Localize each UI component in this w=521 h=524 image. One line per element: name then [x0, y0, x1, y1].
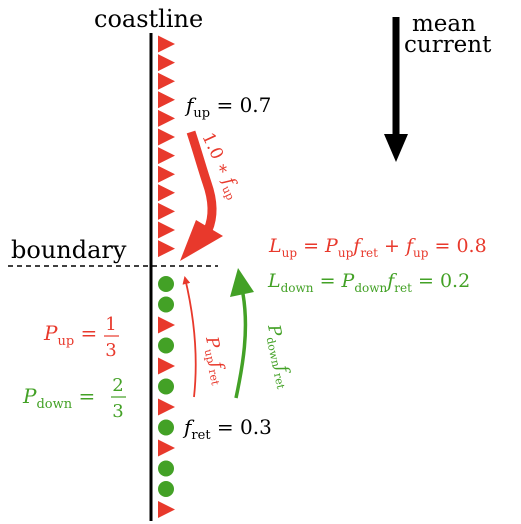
coast-triangle-marker — [158, 35, 175, 53]
boundary-label: boundary — [11, 236, 127, 264]
red-return-arrow-label: Pupfret — [199, 334, 231, 387]
svg-text:3: 3 — [105, 340, 116, 361]
p-up-fraction: Pup = 1 3 — [43, 314, 119, 361]
coast-triangle-marker — [158, 501, 175, 518]
l-up-equation: Lup = Pupfret + fup = 0.8 — [268, 235, 487, 260]
coast-circle-marker — [158, 460, 174, 477]
coast-circle-marker — [158, 419, 174, 436]
coast-triangle-marker — [158, 165, 175, 183]
f-ret-value: fret = 0.3 — [182, 415, 272, 443]
coast-triangle-marker — [158, 240, 175, 258]
f-up-value: fup = 0.7 — [184, 93, 271, 121]
coast-circle-marker — [158, 296, 174, 313]
green-return-arrow-label: Pdownfret — [261, 322, 296, 391]
svg-text:Pup =: Pup = — [43, 321, 97, 349]
coast-triangle-marker — [158, 439, 175, 457]
coast-triangle-marker — [158, 184, 175, 202]
coast-circle-marker — [158, 481, 174, 497]
coast-triangle-marker — [158, 221, 175, 239]
coast-triangle-marker — [158, 202, 175, 220]
svg-text:3: 3 — [112, 401, 123, 422]
coast-circle-marker — [158, 276, 174, 292]
coast-circle-marker — [158, 378, 174, 395]
coast-triangle-marker — [158, 128, 175, 146]
coast-triangle-marker — [158, 357, 175, 375]
coast-triangle-marker — [158, 91, 175, 109]
mean-current-label: mean current — [404, 11, 492, 58]
coast-triangle-marker — [158, 54, 175, 72]
p-down-fraction: Pdown = 2 3 — [22, 375, 126, 422]
upper-coast-markers — [158, 35, 175, 258]
coast-triangle-marker — [158, 398, 175, 416]
lower-coast-markers — [158, 276, 175, 518]
coast-circle-marker — [158, 337, 174, 354]
l-down-equation: Ldown = Pdownfret = 0.2 — [267, 270, 470, 295]
red-return-arrow — [182, 276, 197, 398]
coast-triangle-marker — [158, 147, 175, 165]
green-return-arrow — [230, 268, 254, 399]
svg-text:1: 1 — [105, 314, 116, 335]
coast-triangle-marker — [158, 109, 175, 127]
svg-text:Pdown =: Pdown = — [22, 384, 95, 412]
coastline-label: coastline — [94, 5, 203, 33]
red-upper-arrow — [180, 130, 223, 261]
coast-triangle-marker — [158, 316, 175, 334]
coast-triangle-marker — [158, 72, 175, 90]
svg-text:2: 2 — [112, 375, 123, 396]
mean-current-arrow — [384, 17, 408, 162]
